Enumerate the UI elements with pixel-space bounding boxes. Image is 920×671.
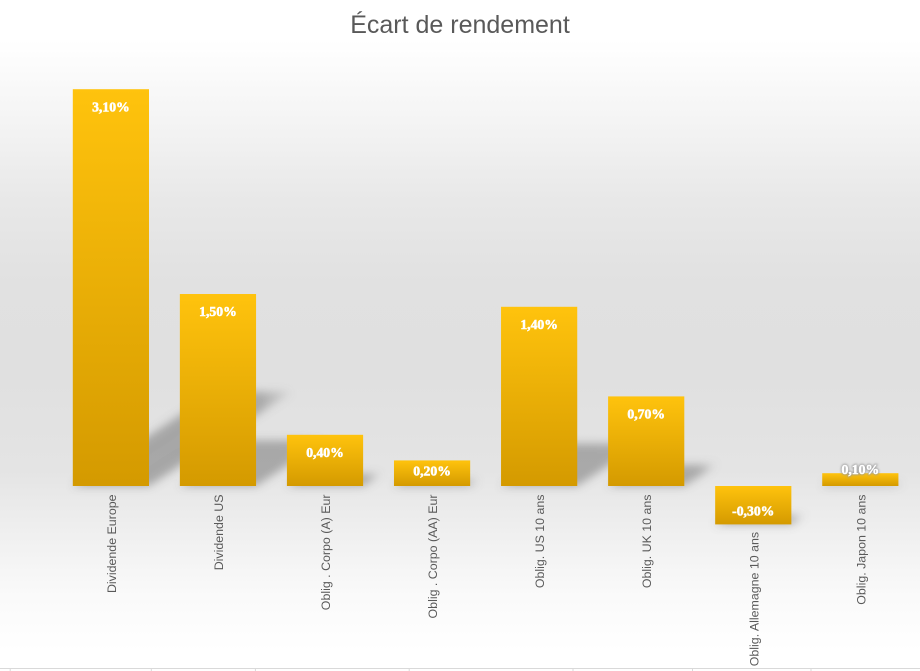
svg-text:Oblig. Japon 10 ans: Oblig. Japon 10 ans: [854, 495, 868, 605]
svg-text:0,70%: 0,70%: [627, 407, 665, 422]
svg-text:Dividende Europe: Dividende Europe: [105, 494, 119, 593]
svg-text:1,50%: 1,50%: [199, 304, 237, 319]
svg-text:0,40%: 0,40%: [306, 445, 344, 460]
svg-text:Oblig. UK 10 ans: Oblig. UK 10 ans: [640, 495, 654, 589]
svg-text:Oblig. US 10 ans: Oblig. US 10 ans: [533, 495, 547, 589]
svg-text:Oblig. Allemagne 10 ans: Oblig. Allemagne 10 ans: [747, 532, 761, 666]
svg-text:0,20%: 0,20%: [413, 464, 451, 479]
svg-text:Oblig . Corpo (A) Eur: Oblig . Corpo (A) Eur: [319, 495, 333, 611]
svg-text:Dividende US: Dividende US: [212, 495, 226, 571]
svg-text:1,40%: 1,40%: [520, 317, 558, 332]
svg-text:0,10%: 0,10%: [841, 462, 879, 477]
svg-text:-0,30%: -0,30%: [732, 503, 774, 518]
svg-text:3,10%: 3,10%: [92, 99, 130, 114]
svg-text:Oblig . Corpo (AA) Eur: Oblig . Corpo (AA) Eur: [426, 495, 440, 619]
svg-text:0,10%: 0,10%: [841, 462, 879, 477]
